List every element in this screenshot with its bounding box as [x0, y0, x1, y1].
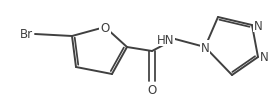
Text: O: O: [147, 83, 157, 96]
Text: Br: Br: [20, 28, 33, 41]
Text: N: N: [260, 51, 269, 64]
Text: O: O: [100, 21, 110, 34]
Text: N: N: [254, 19, 263, 32]
Text: N: N: [201, 41, 209, 54]
Text: HN: HN: [157, 33, 174, 46]
